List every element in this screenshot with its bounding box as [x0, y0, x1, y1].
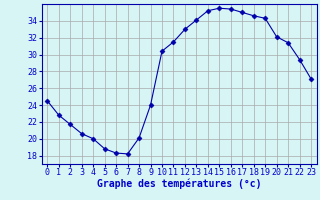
X-axis label: Graphe des températures (°c): Graphe des températures (°c) — [97, 179, 261, 189]
